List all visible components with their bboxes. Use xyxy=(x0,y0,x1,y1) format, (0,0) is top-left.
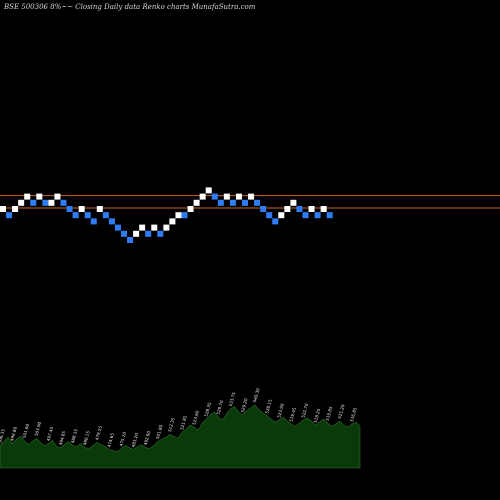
down-brick xyxy=(30,199,37,206)
volume-label: 501.60 xyxy=(21,423,30,439)
up-brick xyxy=(54,193,61,200)
up-brick xyxy=(193,199,200,206)
down-brick xyxy=(326,212,333,219)
volume-label: 523.90 xyxy=(276,403,285,419)
volume-label: 512.35 xyxy=(167,417,176,433)
down-brick xyxy=(90,218,97,225)
volume-label: 488.35 xyxy=(70,428,79,444)
down-brick xyxy=(302,212,309,219)
down-brick xyxy=(266,212,273,219)
down-brick xyxy=(211,193,218,200)
up-brick xyxy=(96,206,103,212)
down-brick xyxy=(260,206,267,212)
volume-label: 529.70 xyxy=(216,399,225,415)
down-brick xyxy=(72,212,79,219)
up-brick xyxy=(0,206,6,212)
down-brick xyxy=(254,199,261,206)
down-brick xyxy=(66,206,73,212)
down-brick xyxy=(145,230,152,237)
down-brick xyxy=(272,218,279,225)
up-brick xyxy=(36,193,43,200)
down-brick xyxy=(102,212,109,219)
volume-panel: 506.35 499.80 501.60 503.90 497.45 494.85 488.… xyxy=(0,387,361,469)
down-brick xyxy=(127,237,134,243)
up-brick xyxy=(199,193,206,200)
volume-label: 518.25 xyxy=(313,408,322,424)
up-brick xyxy=(223,193,230,200)
volume-label: 519.85 xyxy=(325,406,334,422)
volume-label: 475.10 xyxy=(118,431,127,447)
up-brick xyxy=(205,187,212,194)
volume-label: 499.80 xyxy=(9,426,18,442)
volume-label: 483.20 xyxy=(131,432,140,448)
down-brick xyxy=(314,212,321,219)
down-brick xyxy=(60,199,67,206)
up-brick xyxy=(78,206,85,212)
up-brick xyxy=(18,199,25,206)
up-brick xyxy=(133,230,140,237)
up-brick xyxy=(24,193,31,200)
down-brick xyxy=(84,212,91,219)
up-brick xyxy=(284,206,291,212)
volume-label: 540.30 xyxy=(252,387,261,403)
volume-label: 521.85 xyxy=(179,415,188,431)
up-brick xyxy=(290,199,297,206)
volume-label: 523.60 xyxy=(191,410,200,426)
up-brick xyxy=(248,193,255,200)
up-brick xyxy=(320,206,327,212)
volume-label: 533.75 xyxy=(228,391,237,407)
volume-label: 519.45 xyxy=(288,407,297,423)
volume-label: 521.20 xyxy=(337,404,346,420)
volume-label: 497.45 xyxy=(46,426,55,442)
up-brick xyxy=(235,193,242,200)
up-brick xyxy=(163,224,170,231)
volume-label: 522.70 xyxy=(301,403,310,419)
down-brick xyxy=(217,199,224,206)
down-brick xyxy=(114,224,121,231)
down-brick xyxy=(157,230,164,237)
up-brick xyxy=(187,206,194,212)
down-brick xyxy=(42,199,49,206)
volume-label: 480.15 xyxy=(82,430,91,446)
down-brick xyxy=(121,230,127,237)
up-brick xyxy=(48,199,55,206)
volume-label: 528.15 xyxy=(264,398,273,414)
volume-label: 501.80 xyxy=(155,424,164,440)
renko-bricks xyxy=(0,187,333,243)
up-brick xyxy=(308,206,315,212)
down-brick xyxy=(181,212,188,219)
up-brick xyxy=(12,206,19,212)
down-brick xyxy=(6,212,13,219)
volume-label: 503.90 xyxy=(34,421,43,437)
volume-label: 494.85 xyxy=(58,430,67,446)
volume-label: 479.55 xyxy=(94,425,103,441)
up-brick xyxy=(139,224,146,231)
volume-label: 528.35 xyxy=(203,401,212,417)
down-brick xyxy=(296,206,303,212)
volume-label: 529.20 xyxy=(240,397,249,413)
chart-title: BSE 500306 8%~~ Closing Daily data Renko… xyxy=(3,3,256,11)
up-brick xyxy=(278,212,285,219)
up-brick xyxy=(175,212,182,219)
volume-label: 506.35 xyxy=(0,428,6,444)
volume-label: 492.60 xyxy=(143,430,152,446)
down-brick xyxy=(229,199,236,206)
volume-area xyxy=(0,404,361,469)
volume-label: 516.85 xyxy=(349,407,358,423)
down-brick xyxy=(242,199,248,206)
volume-label: 474.65 xyxy=(106,432,115,448)
up-brick xyxy=(151,224,158,231)
down-brick xyxy=(108,218,115,225)
up-brick xyxy=(169,218,176,225)
